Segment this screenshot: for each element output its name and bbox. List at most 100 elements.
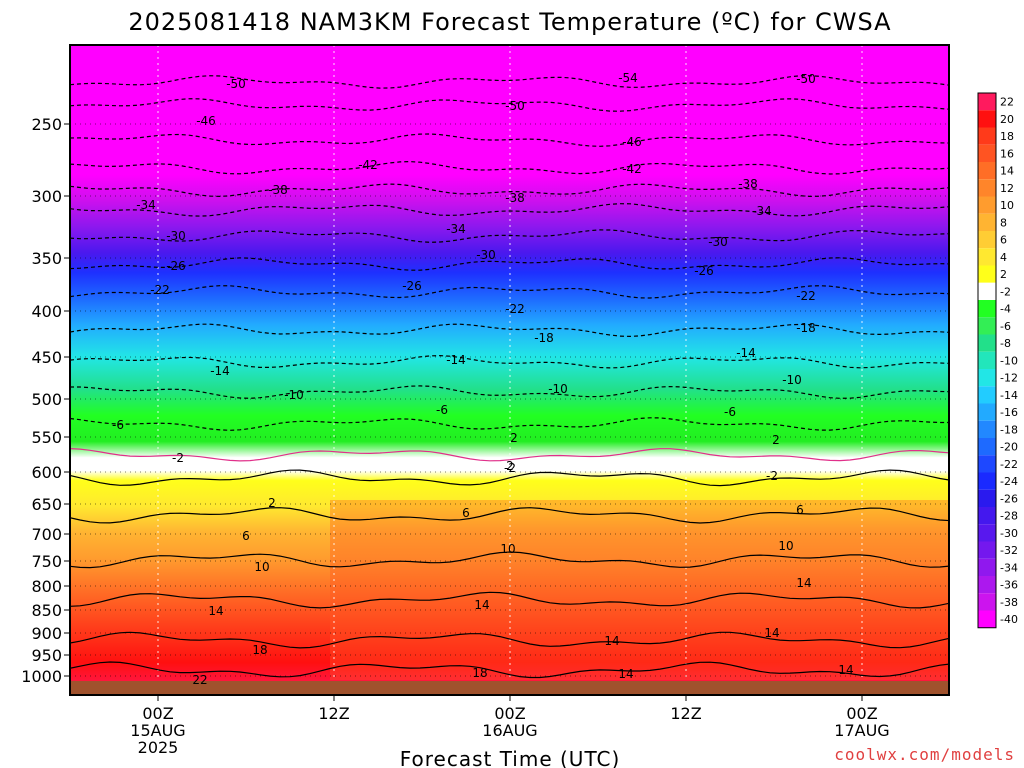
contour-label: -2: [504, 461, 516, 475]
colorbar-swatch: [978, 489, 996, 507]
colorbar-swatch: [978, 179, 996, 197]
colorbar-label: -24: [1000, 475, 1018, 488]
x-tick-label: 17AUG: [834, 721, 889, 740]
colorbar-label: -4: [1000, 303, 1011, 316]
contour-line: [70, 323, 949, 338]
y-tick-label: 300: [31, 187, 62, 206]
contour-label: 2: [268, 496, 276, 510]
y-tick-label: 850: [31, 601, 62, 620]
x-tick-label: 12Z: [670, 704, 701, 723]
contour-line: [70, 203, 949, 217]
colorbar-label: 4: [1000, 251, 1007, 264]
contour-line: [70, 160, 949, 175]
contour-label: -14: [210, 364, 230, 378]
contour-label: -50: [226, 77, 246, 91]
colorbar-swatch: [978, 162, 996, 180]
colorbar-swatch: [978, 334, 996, 352]
colorbar-swatch: [978, 231, 996, 249]
contour-line: [70, 591, 949, 609]
contour-label: 14: [474, 598, 489, 612]
colorbar-label: -38: [1000, 596, 1018, 609]
y-tick-label: 250: [31, 115, 62, 134]
contour-label: 14: [764, 626, 779, 640]
y-tick-label: 900: [31, 624, 62, 643]
contour-label: -54: [618, 71, 638, 85]
contour-lines: [70, 75, 949, 679]
x-axis-label: Forecast Time (UTC): [400, 747, 621, 768]
x-tick-label: 00Z: [846, 704, 877, 723]
colorbar-label: -34: [1000, 561, 1018, 574]
contour-label: -34: [752, 204, 772, 218]
contour-labels: -54-50-50-50-46-46-42 -42-38-38-38-34-34-…: [112, 71, 854, 687]
colorbar-label: -14: [1000, 389, 1018, 402]
credit-link[interactable]: coolwx.com/models: [834, 745, 1015, 764]
contour-label: -30: [166, 229, 186, 243]
x-tick-label: 15AUG: [130, 721, 185, 740]
colorbar-label: -40: [1000, 613, 1018, 626]
x-tick-label: 12Z: [318, 704, 349, 723]
colorbar-frame: [977, 92, 997, 629]
y-tick-label: 650: [31, 495, 62, 514]
contour-label: 2: [772, 433, 780, 447]
colorbar-swatch: [978, 127, 996, 145]
contour-label: 6: [462, 506, 470, 520]
grid-lines: [70, 45, 949, 695]
contour-line: [70, 661, 949, 679]
colorbar-swatch: [978, 541, 996, 559]
colorbar-label: -30: [1000, 527, 1018, 540]
x-tick-label: 00Z: [142, 704, 173, 723]
colorbar-label: -20: [1000, 441, 1018, 454]
contour-label: -2: [766, 469, 778, 483]
colorbar-swatch: [978, 438, 996, 456]
contour-label: -18: [534, 331, 554, 345]
contour-label: -26: [402, 279, 422, 293]
contour-label: -10: [782, 373, 802, 387]
x-tick-label: 16AUG: [482, 721, 537, 740]
colorbar-label: 18: [1000, 130, 1014, 143]
contour-label: -38: [268, 183, 288, 197]
colorbar: 22 20 18 16 14 12 10 8 6 4 2 -2 -4 -6 -8 -10 -12 -14 -16 -1…: [977, 92, 1018, 629]
contour-line: [70, 469, 949, 487]
colorbar-swatch: [978, 524, 996, 542]
colorbar-label: -10: [1000, 354, 1018, 367]
contour-label: 6: [242, 529, 250, 543]
contour-label: 10: [500, 542, 515, 556]
y-tick-label: 950: [31, 646, 62, 665]
colorbar-swatch: [978, 110, 996, 128]
contour-label: -26: [694, 264, 714, 278]
colorbar-swatch: [978, 265, 996, 283]
contour-line: [70, 257, 949, 271]
contour-label: -30: [476, 248, 496, 262]
ground-surface: [70, 681, 949, 695]
contour-label: -38: [738, 177, 758, 191]
contour-line: [70, 631, 949, 649]
contour-label: -6: [724, 405, 736, 419]
colorbar-swatch: [978, 248, 996, 266]
y-tick-label: 550: [31, 428, 62, 447]
colorbar-swatch: [978, 403, 996, 421]
contour-line: [70, 183, 949, 198]
contour-label: 14: [618, 667, 633, 681]
colorbar-swatch: [978, 300, 996, 318]
y-tick-label: 400: [31, 302, 62, 321]
colorbar-label: -36: [1000, 579, 1018, 592]
contour-label: -22: [150, 283, 170, 297]
colorbar-label: -16: [1000, 406, 1018, 419]
contour-label: -22: [796, 289, 816, 303]
colorbar-swatch: [978, 576, 996, 594]
contour-label: 22: [192, 673, 207, 687]
y-tick-label: 450: [31, 348, 62, 367]
contour-label: 14: [796, 576, 811, 590]
y-tick-label: 1000: [21, 667, 62, 686]
contour-line: [70, 98, 949, 112]
y-tick-label: 500: [31, 390, 62, 409]
contour-line: [70, 507, 949, 524]
colorbar-swatch: [978, 282, 996, 300]
colorbar-label: 14: [1000, 165, 1014, 178]
contour-label: -6: [112, 418, 124, 432]
contour-label: -10: [548, 382, 568, 396]
colorbar-label: -26: [1000, 492, 1018, 505]
contour-label: 2: [510, 431, 518, 445]
colorbar-swatch: [978, 593, 996, 611]
